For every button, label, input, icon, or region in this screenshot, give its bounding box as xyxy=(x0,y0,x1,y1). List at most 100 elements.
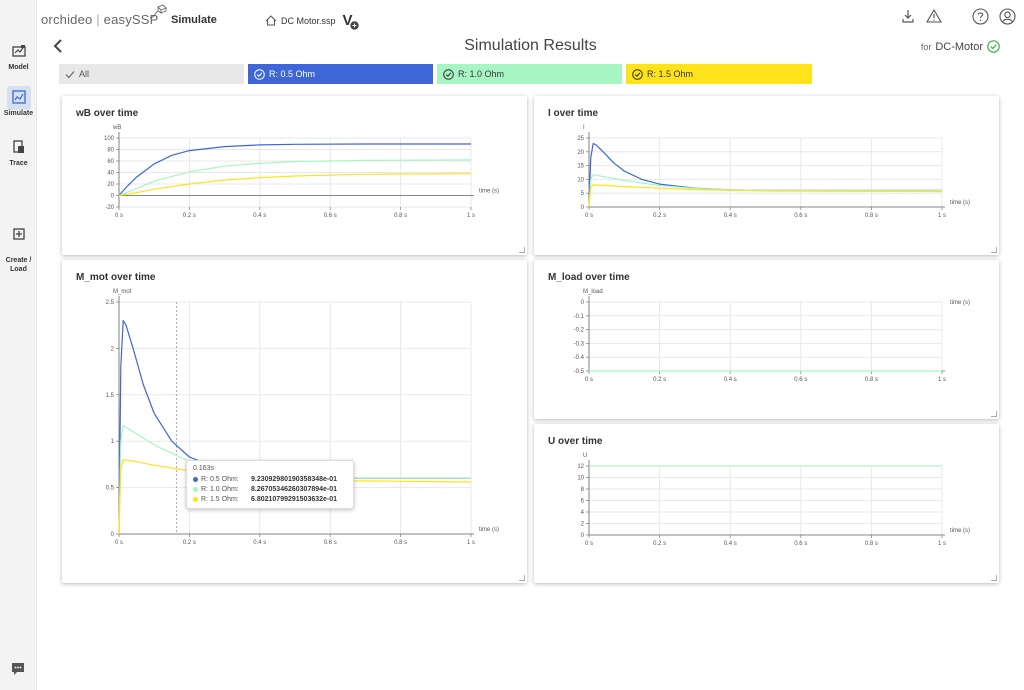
sidebar-item-trace[interactable]: Trace xyxy=(0,136,37,167)
filter-label: R: 1.0 Ohm xyxy=(458,69,505,79)
tooltip-series-name: R: 1.5 Ohm: xyxy=(201,495,239,503)
version-letter: V xyxy=(342,12,353,29)
resize-handle[interactable] xyxy=(519,575,525,581)
y-tick-label: 1 xyxy=(111,439,115,445)
user-avatar-icon[interactable] xyxy=(999,8,1016,25)
results-header: Simulation Results for DC-Motor xyxy=(37,36,1024,62)
x-tick-label: 0.4 s xyxy=(724,377,737,383)
for-prefix: for xyxy=(920,41,932,52)
y-axis-label: U xyxy=(583,453,587,459)
tooltip-value: 9.23092980190358348e-01 xyxy=(251,475,338,483)
x-tick-label: 0.2 s xyxy=(653,213,666,219)
chart-panel-wb: wB over time -20 0 20 40 60 80 100 0 s 0.2 s 0.4 … xyxy=(62,96,527,255)
x-tick-label: 0.4 s xyxy=(724,541,737,547)
y-tick-label: -0.4 xyxy=(574,355,585,361)
y-tick-label: 20 xyxy=(577,150,584,156)
x-tick-label: 0.6 s xyxy=(794,213,807,219)
y-tick-label: 0 xyxy=(111,194,115,200)
x-tick-label: 1 s xyxy=(467,540,475,546)
sidebar-item-simulate[interactable]: Simulate xyxy=(0,86,37,117)
y-tick-label: 4 xyxy=(581,510,585,516)
tooltip-row: R: 0.5 Ohm: 9.23092980190358348e-01 xyxy=(193,474,347,484)
simulate-icon xyxy=(6,86,31,110)
product-name: easySSP xyxy=(103,12,159,27)
sidebar-item-model[interactable]: Model xyxy=(0,40,37,71)
resize-handle[interactable] xyxy=(991,575,997,581)
chart-title: M_mot over time xyxy=(76,272,156,283)
y-tick-label: 25 xyxy=(577,136,584,142)
document-breadcrumb[interactable]: DC Motor.ssp V xyxy=(265,12,359,30)
y-tick-label: 5 xyxy=(581,191,585,197)
y-tick-label: -0.1 xyxy=(574,314,585,320)
brand-separator: | xyxy=(92,12,104,27)
home-icon xyxy=(265,15,277,26)
warning-icon[interactable] xyxy=(926,8,942,24)
chart-wb[interactable]: -20 0 20 40 60 80 100 0 s 0.2 s 0.4 s 0.6 s 0.8 s 1 … xyxy=(62,96,527,255)
y-tick-label: -0.3 xyxy=(574,341,585,347)
x-tick-label: 0.2 s xyxy=(653,541,666,547)
y-tick-label: 20 xyxy=(107,182,114,188)
y-tick-label: 80 xyxy=(107,148,114,154)
x-axis-label: time (s) xyxy=(950,200,970,206)
x-axis-label: time (s) xyxy=(950,528,970,534)
tooltip-series-name: R: 0.5 Ohm: xyxy=(201,475,239,483)
series-line-r-1-5-ohm xyxy=(588,184,943,208)
y-tick-label: 15 xyxy=(577,164,584,170)
series-line-r-0-5-ohm xyxy=(118,143,471,196)
x-axis-label: time (s) xyxy=(950,300,970,306)
x-tick-label: 1 s xyxy=(938,541,946,547)
series-line-r-1-5-ohm xyxy=(118,173,472,197)
x-tick-label: 0.4 s xyxy=(253,540,266,546)
y-tick-label: -0.5 xyxy=(574,369,585,375)
document-name: DC Motor.ssp xyxy=(281,15,336,26)
series-dot-icon xyxy=(193,496,198,502)
sidebar-item-create-load[interactable]: Create / Load xyxy=(0,214,37,274)
download-icon[interactable] xyxy=(900,8,916,24)
filter-r-0-5[interactable]: R: 0.5 Ohm xyxy=(248,64,433,84)
trace-icon xyxy=(7,136,31,160)
check-circle-icon xyxy=(632,68,643,80)
x-tick-label: 0.6 s xyxy=(324,213,337,219)
filter-label: All xyxy=(79,69,90,79)
x-tick-label: 0.6 s xyxy=(794,541,807,547)
x-tick-label: 0.6 s xyxy=(794,377,807,383)
feedback-icon[interactable] xyxy=(10,661,26,677)
resize-handle[interactable] xyxy=(519,247,525,253)
filter-r-1-0[interactable]: R: 1.0 Ohm xyxy=(437,64,622,84)
x-axis-label: time (s) xyxy=(479,527,499,533)
resize-handle[interactable] xyxy=(991,247,997,253)
filter-r-1-5[interactable]: R: 1.5 Ohm xyxy=(626,64,812,84)
tooltip-row: R: 1.5 Ohm: 6.80210799291503632e-01 xyxy=(193,494,347,504)
y-tick-label: 0 xyxy=(581,300,585,306)
chart-title: M_load over time xyxy=(548,272,630,283)
x-tick-label: 1 s xyxy=(467,213,475,219)
back-arrow-icon[interactable] xyxy=(51,38,65,54)
chart-title: U over time xyxy=(548,436,603,447)
chart-m-load[interactable]: -0.5 -0.4 -0.3 -0.2 -0.1 0 0 s 0.2 s 0.4 s 0.6 s 0… xyxy=(534,260,999,419)
version-badge-icon[interactable]: V xyxy=(342,12,359,30)
sidebar-item-label: Trace xyxy=(9,160,28,167)
chart-u[interactable]: 0 2 4 6 8 10 12 0 s 0.2 s 0.4 s 0.6 s 0.8 s 1 s Utime… xyxy=(534,424,999,583)
x-tick-label: 0.2 s xyxy=(653,377,666,383)
filter-all[interactable]: All xyxy=(59,64,244,84)
x-tick-label: 0 s xyxy=(115,540,123,546)
model-icon xyxy=(7,40,31,64)
x-tick-label: 0.4 s xyxy=(253,213,266,219)
y-tick-label: 0 xyxy=(581,533,585,539)
x-tick-label: 0 s xyxy=(585,541,593,547)
y-tick-label: 8 xyxy=(581,487,585,493)
y-tick-label: 10 xyxy=(577,177,584,183)
chart-i[interactable]: 0 5 10 15 20 25 0 s 0.2 s 0.4 s 0.6 s 0.8 s 1 s Itim… xyxy=(534,96,999,255)
chart-m-mot[interactable]: 0 0.5 1 1.5 2 2.5 0 s 0.2 s 0.4 s 0.6 s 0.8 s 1 s M_… xyxy=(62,260,527,583)
check-circle-icon xyxy=(443,68,454,80)
brand-logo: orchideo | easySSP xyxy=(41,12,159,27)
chart-tooltip: 0.163s R: 0.5 Ohm: 9.23092980190358348e-0… xyxy=(186,460,354,509)
create-load-icon xyxy=(7,223,31,247)
y-tick-label: 10 xyxy=(577,476,584,482)
help-icon[interactable] xyxy=(972,8,989,25)
x-tick-label: 1 s xyxy=(938,377,946,383)
chart-panel-m-mot: M_mot over time 0 0.5 1 1.5 2 2.5 0 s 0.2 s 0.4 … xyxy=(62,260,527,583)
y-axis-label: M_mot xyxy=(113,289,132,295)
resize-handle[interactable] xyxy=(991,411,997,417)
sidebar: Model Simulate Trace Create / Load xyxy=(0,0,37,690)
